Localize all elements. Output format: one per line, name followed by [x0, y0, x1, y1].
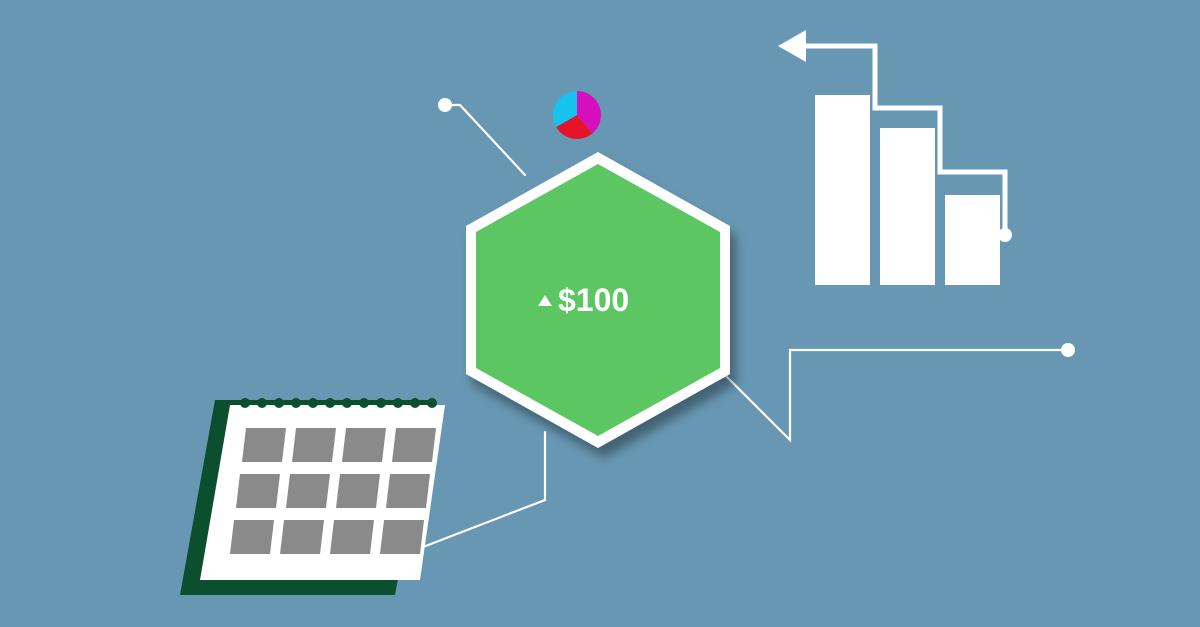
trend-start-dot [998, 228, 1012, 242]
up-triangle-icon [538, 295, 552, 306]
infographic-canvas: $100 [0, 0, 1200, 627]
pie-chart-icon [553, 91, 601, 139]
bar-3 [945, 195, 1000, 285]
hexagon-amount: $100 [558, 282, 629, 319]
bar-2 [880, 128, 935, 285]
connector-right-dot [1061, 343, 1075, 357]
connector-top-left-dot [438, 98, 452, 112]
bar-1 [815, 95, 870, 285]
hexagon-label: $100 [538, 282, 629, 319]
calendar-icon [180, 398, 445, 595]
